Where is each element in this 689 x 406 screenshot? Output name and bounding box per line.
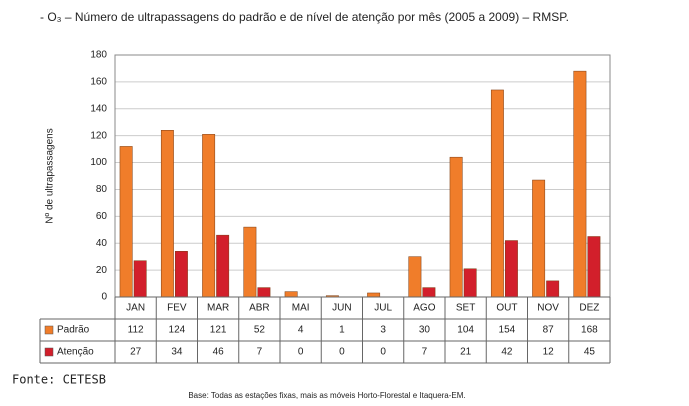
y-tick-label: 180 — [90, 50, 107, 61]
source: Fonte: CETESB — [12, 373, 106, 387]
table-value: 46 — [213, 347, 225, 358]
bar — [463, 268, 477, 298]
x-tick-label: MAI — [292, 303, 310, 314]
table-value: 112 — [128, 325, 144, 336]
y-tick-label: 120 — [90, 130, 107, 141]
bar — [587, 236, 601, 298]
bar — [532, 179, 546, 298]
table-value: 0 — [380, 347, 386, 358]
y-tick-label: 140 — [90, 103, 107, 114]
table-value: 104 — [457, 325, 474, 336]
bar — [367, 292, 381, 298]
table-value: 124 — [169, 325, 186, 336]
y-tick-label: 20 — [96, 265, 108, 276]
x-tick-label: JAN — [126, 303, 145, 314]
note: Base: Todas as estações fixas, mais as m… — [188, 391, 465, 400]
bar — [449, 156, 463, 298]
bar — [216, 234, 230, 298]
y-tick-label: 0 — [101, 292, 107, 303]
table-value: 52 — [254, 325, 266, 336]
y-tick-label: 60 — [96, 211, 108, 222]
table-value: 154 — [499, 325, 516, 336]
table-value: 21 — [460, 347, 472, 358]
x-tick-label: AGO — [413, 303, 435, 314]
bar — [243, 226, 257, 298]
table-value: 121 — [210, 325, 227, 336]
bar — [284, 291, 298, 298]
table-value: 4 — [298, 325, 304, 336]
bar — [408, 256, 422, 298]
y-tick-label: 40 — [96, 238, 108, 249]
table-value: 0 — [298, 347, 304, 358]
table-value: 168 — [581, 325, 598, 336]
table-value: 42 — [501, 347, 513, 358]
table-value: 7 — [257, 347, 263, 358]
legend-swatch — [44, 347, 54, 357]
table-value: 7 — [422, 347, 428, 358]
x-tick-label: ABR — [249, 303, 270, 314]
bar — [422, 287, 436, 298]
y-tick-label: 100 — [90, 157, 107, 168]
x-tick-label: SET — [456, 303, 475, 314]
x-tick-label: NOV — [537, 303, 559, 314]
bar — [257, 287, 271, 298]
bar — [119, 146, 133, 298]
table-value: 87 — [543, 325, 555, 336]
y-axis-label: Nº de ultrapassagens — [45, 128, 56, 223]
x-tick-label: DEZ — [579, 303, 599, 314]
x-tick-label: JUL — [374, 303, 392, 314]
table-value: 45 — [584, 347, 596, 358]
y-tick-label: 160 — [90, 77, 107, 88]
table-value: 27 — [130, 347, 142, 358]
bar — [490, 89, 504, 298]
y-tick-label: 80 — [96, 184, 108, 195]
x-tick-label: MAR — [207, 303, 229, 314]
bar — [174, 251, 188, 298]
table-value: 0 — [339, 347, 345, 358]
legend-label: Padrão — [57, 325, 90, 336]
bar — [573, 70, 587, 298]
table-value: 12 — [543, 347, 555, 358]
bar — [160, 130, 174, 298]
table-value: 34 — [171, 347, 183, 358]
bar — [133, 260, 147, 298]
x-tick-label: OUT — [496, 303, 517, 314]
legend-label: Atenção — [57, 347, 94, 358]
chart-title: - O₃ – Número de ultrapassagens do padrã… — [40, 10, 569, 24]
bar — [546, 280, 560, 298]
x-tick-label: FEV — [167, 303, 187, 314]
table-value: 3 — [380, 325, 386, 336]
bar — [202, 134, 216, 298]
legend-swatch — [44, 325, 54, 335]
x-tick-label: JUN — [332, 303, 351, 314]
bar — [504, 240, 518, 298]
table-value: 1 — [339, 325, 345, 336]
table-value: 30 — [419, 325, 431, 336]
